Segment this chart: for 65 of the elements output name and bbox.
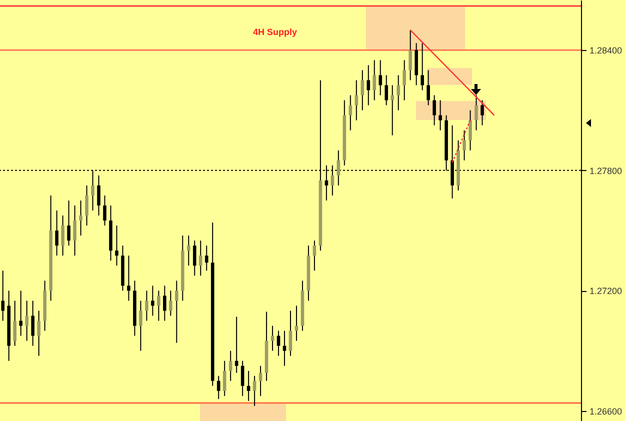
candlestick [462,130,466,161]
annotation: 4H Supply [252,27,298,37]
candlestick [61,215,64,256]
candlestick [246,370,250,402]
candlestick [73,204,76,256]
candlestick [31,300,34,346]
candlestick [348,94,352,131]
candlestick [240,360,244,396]
candlestick [372,60,376,101]
candlestick [420,42,424,91]
candlestick [384,74,388,106]
y-tick-label: 1.26600 [590,406,622,416]
candlestick [37,310,40,356]
candlestick [480,100,484,126]
candlestick [312,240,316,272]
candlestick [198,240,202,276]
candlestick [252,375,256,406]
candlestick [67,200,70,246]
y-tick-label: 1.27800 [590,166,622,176]
candlestick [258,365,262,396]
candlestick [145,290,148,322]
candlestick [282,330,286,366]
candlestick [163,285,166,322]
candlestick [222,360,226,396]
candlestick [234,316,238,374]
candlestick [13,300,16,346]
candlestick [408,30,412,81]
candlestick [390,84,394,136]
candlestick [79,200,82,236]
candlestick [276,330,280,356]
candlestick [55,210,58,256]
candlestick [360,70,364,111]
candlestick [151,285,154,316]
candlestick [204,245,208,272]
candlestick [25,300,28,342]
candlestick [402,60,406,101]
candlestick [396,74,400,111]
candlestick [19,290,22,336]
candlestick [192,240,196,276]
candlestick [97,174,100,216]
candlestick [85,184,88,226]
candlestick [378,60,382,96]
candlestick [157,290,160,322]
candlestick [168,290,172,316]
candlestick [174,280,178,344]
candlestick [294,305,298,342]
candlestick [270,325,274,352]
candlestick [432,94,436,126]
candlestick [474,94,478,131]
candlestick [103,194,106,226]
candlestick [115,225,118,266]
candlestick [468,110,472,151]
candlestick [139,300,142,352]
candlestick [1,270,4,322]
candlestick [216,375,220,400]
candlestick [354,80,358,121]
y-tick-label: 1.27200 [590,286,622,296]
candlestick [366,64,370,106]
candlestick [426,70,430,106]
y-tick-label: 1.28400 [590,46,622,56]
candlestick [228,350,232,382]
candlestick [438,100,442,131]
candlestick [127,255,130,302]
candlestick [186,235,190,266]
candlestick [288,310,292,356]
